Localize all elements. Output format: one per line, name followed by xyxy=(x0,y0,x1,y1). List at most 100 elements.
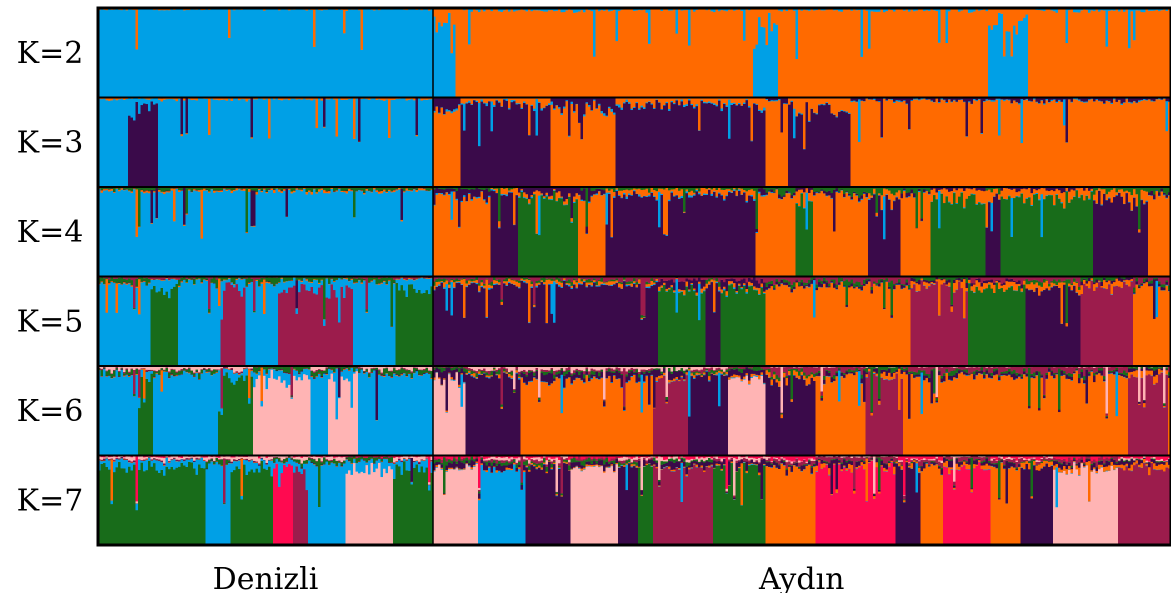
ancestry-bar xyxy=(458,226,461,228)
ancestry-bar xyxy=(888,190,891,200)
ancestry-bar xyxy=(543,11,546,98)
ancestry-bar xyxy=(533,10,536,98)
ancestry-bar xyxy=(263,187,266,189)
ancestry-bar xyxy=(625,99,629,102)
ancestry-bar xyxy=(543,8,546,12)
ancestry-bar xyxy=(300,283,304,367)
ancestry-bar xyxy=(230,97,234,101)
ancestry-bar xyxy=(1040,99,1044,101)
ancestry-bar xyxy=(268,281,271,284)
ancestry-bar xyxy=(1098,8,1101,12)
ancestry-bar xyxy=(500,8,504,12)
ancestry-bar xyxy=(470,97,474,105)
ancestry-bar xyxy=(1078,8,1081,13)
ancestry-bar xyxy=(558,108,561,188)
ancestry-bar xyxy=(773,8,776,24)
ancestry-bar xyxy=(975,9,979,98)
ancestry-bar xyxy=(400,277,404,286)
ancestry-bar xyxy=(445,276,449,280)
ancestry-bar xyxy=(663,284,666,367)
ancestry-bar xyxy=(605,8,609,98)
ancestry-bar xyxy=(1068,191,1071,203)
ancestry-bar xyxy=(645,8,649,13)
ancestry-bar xyxy=(520,108,524,188)
ancestry-bar xyxy=(313,97,316,100)
ancestry-bar xyxy=(795,203,799,277)
ancestry-bar xyxy=(463,130,466,188)
ancestry-bar xyxy=(630,281,634,284)
ancestry-bar xyxy=(1145,100,1149,188)
ancestry-bar xyxy=(540,280,544,282)
ancestry-bar xyxy=(760,195,764,197)
ancestry-bar xyxy=(455,278,459,282)
ancestry-bar xyxy=(848,193,851,196)
ancestry-bar xyxy=(1020,98,1024,144)
ancestry-bar xyxy=(598,8,601,12)
ancestry-bar xyxy=(388,187,391,190)
ancestry-bar xyxy=(1033,187,1036,190)
ancestry-bar xyxy=(678,105,681,188)
ancestry-bar xyxy=(643,195,646,197)
ancestry-bar xyxy=(730,190,734,193)
ancestry-bar xyxy=(675,100,679,188)
ancestry-bar xyxy=(740,188,744,195)
ancestry-bar xyxy=(448,276,451,283)
ancestry-bar xyxy=(405,190,409,277)
ancestry-bar xyxy=(1128,8,1131,49)
ancestry-bar xyxy=(653,8,656,98)
ancestry-bar xyxy=(743,97,746,103)
ancestry-bar xyxy=(1125,190,1129,193)
ancestry-bar xyxy=(1110,103,1114,188)
ancestry-bar xyxy=(198,98,201,188)
ancestry-bar xyxy=(998,194,1001,200)
ancestry-bar xyxy=(690,190,694,196)
ancestry-bar xyxy=(643,189,646,196)
ancestry-bar xyxy=(498,221,501,228)
ancestry-bar xyxy=(955,101,959,188)
ancestry-bar xyxy=(600,195,604,277)
ancestry-bar xyxy=(580,199,584,201)
ancestry-bar xyxy=(468,100,471,103)
ancestry-bar xyxy=(343,191,346,277)
ancestry-bar xyxy=(1113,10,1116,98)
ancestry-bar xyxy=(330,278,334,279)
ancestry-bar xyxy=(663,276,666,282)
ancestry-bar xyxy=(1005,8,1009,32)
ancestry-bar xyxy=(103,284,106,367)
ancestry-bar xyxy=(300,97,304,100)
ancestry-bar xyxy=(343,277,346,279)
ancestry-bar xyxy=(613,187,616,193)
ancestry-bar xyxy=(753,48,756,98)
ancestry-bar xyxy=(1015,102,1019,188)
ancestry-bar xyxy=(1035,102,1039,188)
ancestry-bar xyxy=(1018,104,1021,188)
ancestry-bar xyxy=(258,279,261,286)
ancestry-bar xyxy=(988,25,991,98)
ancestry-bar xyxy=(890,193,894,210)
ancestry-bar xyxy=(978,10,981,98)
ancestry-bar xyxy=(468,44,471,98)
ancestry-bar xyxy=(253,99,256,188)
ancestry-bar xyxy=(195,100,199,188)
ancestry-bar xyxy=(703,286,706,291)
ancestry-bar xyxy=(308,290,311,367)
ancestry-bar xyxy=(1118,8,1121,12)
ancestry-bar xyxy=(798,187,801,190)
ancestry-bar xyxy=(830,187,834,194)
ancestry-bar xyxy=(463,277,466,280)
ancestry-bar xyxy=(190,279,194,367)
ancestry-bar xyxy=(490,287,494,289)
ancestry-bar xyxy=(690,283,694,285)
ancestry-bar xyxy=(793,187,796,193)
ancestry-bar xyxy=(343,99,346,188)
ancestry-bar xyxy=(420,277,424,294)
ancestry-bar xyxy=(1015,97,1019,103)
ancestry-bar xyxy=(538,195,541,236)
ancestry-bar xyxy=(360,278,364,283)
ancestry-bar xyxy=(285,216,289,277)
ancestry-bar xyxy=(658,188,661,193)
ancestry-bar xyxy=(798,97,801,113)
ancestry-bar xyxy=(488,287,491,290)
ancestry-bar xyxy=(1100,187,1104,190)
ancestry-bar xyxy=(1123,102,1126,188)
